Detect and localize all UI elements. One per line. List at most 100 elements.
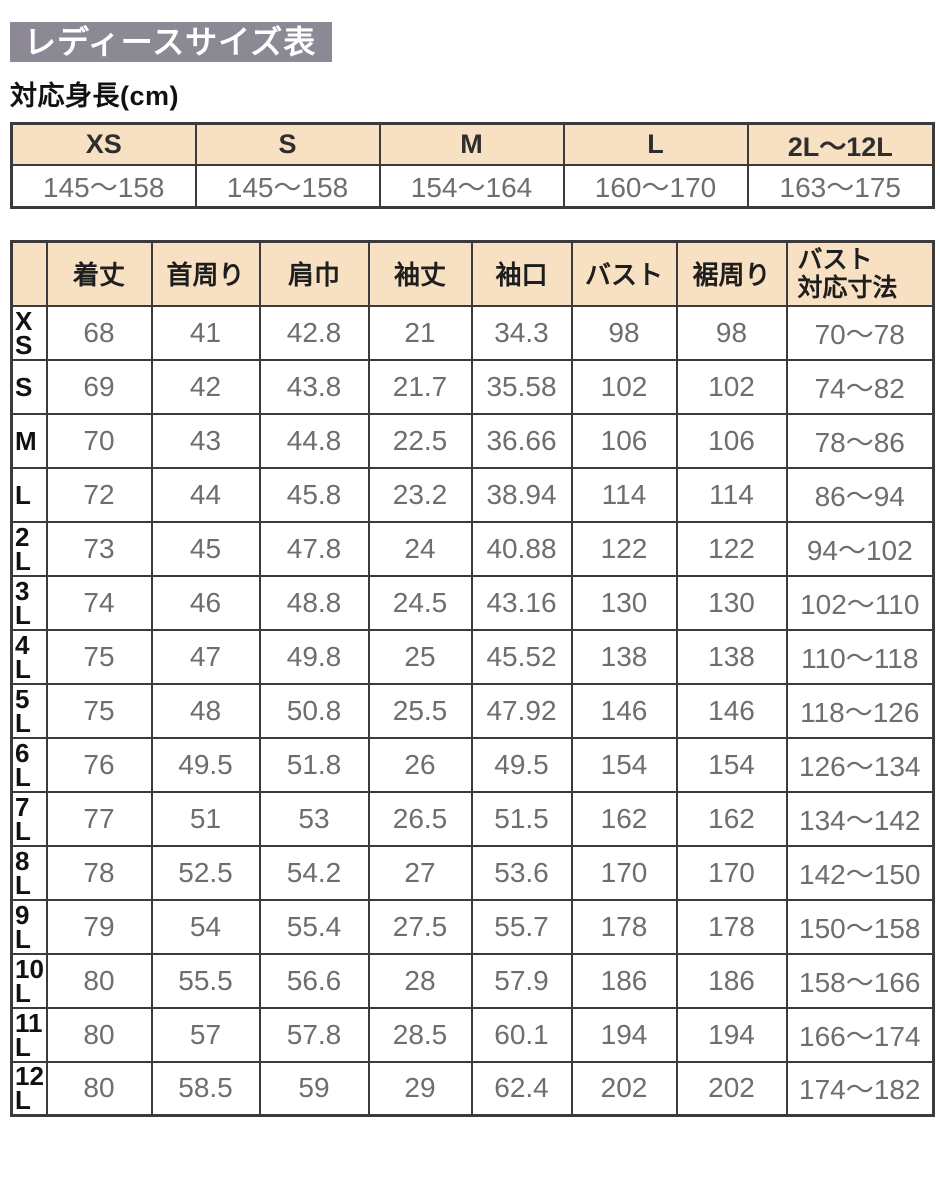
measurement-cell: 26 [367,736,473,793]
measurement-cell: 69 [45,358,153,415]
measurement-cell: 52.5 [150,844,261,901]
size-row-9L: 9 L 79 54 55.4 27.5 55.7 178 178 150〜158 [10,898,935,955]
measurement-cell: 51 [150,790,261,847]
measurement-cell: 170 [675,844,788,901]
measurement-cell: 102 [570,358,678,415]
measurement-cell: 166〜174 [785,1006,935,1063]
measurement-cell: 22.5 [367,412,473,469]
measurement-cell: 178 [570,898,678,955]
measurement-cell: 80 [45,1006,153,1063]
measurement-cell: 174〜182 [785,1060,935,1117]
measurement-cell: 134〜142 [785,790,935,847]
measurement-cell: 21 [367,304,473,361]
measurement-cell: 154 [675,736,788,793]
measurement-cell: 162 [675,790,788,847]
measurement-cell: 110〜118 [785,628,935,685]
measurement-cell: 80 [45,952,153,1009]
size-row-XS: X S 68 41 42.8 21 34.3 98 98 70〜78 [10,304,935,361]
measurement-cell: 45 [150,520,261,577]
measurement-cell: 75 [45,628,153,685]
measurement-cell: 59 [258,1060,370,1117]
height-table: XS S M L 2L〜12L 145〜158 145〜158 154〜164 160〜170… [10,122,935,209]
measurement-cell: 42.8 [258,304,370,361]
measurement-cell: 98 [675,304,788,361]
measurement-cell: 25 [367,628,473,685]
measurement-cell: 47.8 [258,520,370,577]
measurement-cell: 186 [675,952,788,1009]
size-row-2L: 2 L 73 45 47.8 24 40.88 122 122 94〜102 [10,520,935,577]
measurement-cell: 44 [150,466,261,523]
height-table-header-row: XS S M L 2L〜12L [10,122,935,166]
measurement-cell: 48.8 [258,574,370,631]
corner-cell [10,240,48,307]
height-range-cell: 145〜158 [194,164,381,209]
size-row-10L: 10 L 80 55.5 56.6 28 57.9 186 186 158〜166 [10,952,935,1009]
size-table: 着丈 首周り 肩巾 袖丈 袖口 バスト 裾周り バスト 対応寸法 X S 68 41 42.8 21 34.… [10,240,935,1117]
measurement-cell: 73 [45,520,153,577]
measurement-cell: 27.5 [367,898,473,955]
measurement-cell: 122 [570,520,678,577]
measurement-cell: 55.5 [150,952,261,1009]
measurement-cell: 27 [367,844,473,901]
measurement-cell: 78 [45,844,153,901]
measurement-cell: 46 [150,574,261,631]
measurement-cell: 72 [45,466,153,523]
size-row-S: S 69 42 43.8 21.7 35.58 102 102 74〜82 [10,358,935,415]
size-row-8L: 8 L 78 52.5 54.2 27 53.6 170 170 142〜150 [10,844,935,901]
size-row-7L: 7 L 77 51 53 26.5 51.5 162 162 134〜142 [10,790,935,847]
measurement-cell: 53 [258,790,370,847]
size-table-body: X S 68 41 42.8 21 34.3 98 98 70〜78 S 69 42 43.8 21.7 35… [10,304,935,1117]
measurement-cell: 138 [570,628,678,685]
measurement-cell: 126〜134 [785,736,935,793]
measurement-cell: 102〜110 [785,574,935,631]
measurement-cell: 158〜166 [785,952,935,1009]
measurement-cell: 98 [570,304,678,361]
measurement-cell: 79 [45,898,153,955]
measurement-cell: 86〜94 [785,466,935,523]
size-row-6L: 6 L 76 49.5 51.8 26 49.5 154 154 126〜134 [10,736,935,793]
measurement-cell: 43 [150,412,261,469]
height-section-label: 対応身長(cm) [10,81,180,111]
measurement-cell: 102 [675,358,788,415]
measurement-cell: 50.8 [258,682,370,739]
measurement-cell: 106 [570,412,678,469]
measurement-cell: 58.5 [150,1060,261,1117]
measurement-cell: 70〜78 [785,304,935,361]
size-label-M: M [10,412,48,469]
measurement-cell: 29 [367,1060,473,1117]
measurement-cell: 21.7 [367,358,473,415]
height-size-header: S [194,122,381,166]
measurement-cell: 45.8 [258,466,370,523]
measurement-cell: 57 [150,1006,261,1063]
measurement-cell: 28.5 [367,1006,473,1063]
height-range-cell: 154〜164 [378,164,565,209]
height-size-header: 2L〜12L [746,122,935,166]
height-range-cell: 145〜158 [10,164,197,209]
page-title: レディースサイズ表 [10,22,333,62]
measurement-cell: 170 [570,844,678,901]
measurement-cell: 55.4 [258,898,370,955]
measurement-cell: 49.8 [258,628,370,685]
size-row-5L: 5 L 75 48 50.8 25.5 47.92 146 146 118〜126 [10,682,935,739]
measurement-column-header: 首周り [150,240,261,307]
measurement-cell: 78〜86 [785,412,935,469]
measurement-cell: 28 [367,952,473,1009]
size-label-11L: 11 L [10,1006,48,1063]
measurement-column-header: 裾周り [675,240,788,307]
measurement-cell: 43.8 [258,358,370,415]
measurement-cell: 194 [675,1006,788,1063]
measurement-cell: 57.9 [470,952,573,1009]
measurement-cell: 162 [570,790,678,847]
size-label-10L: 10 L [10,952,48,1009]
measurement-cell: 47 [150,628,261,685]
measurement-cell: 142〜150 [785,844,935,901]
measurement-cell: 122 [675,520,788,577]
measurement-cell: 36.66 [470,412,573,469]
measurement-cell: 54.2 [258,844,370,901]
measurement-column-header: 袖丈 [367,240,473,307]
